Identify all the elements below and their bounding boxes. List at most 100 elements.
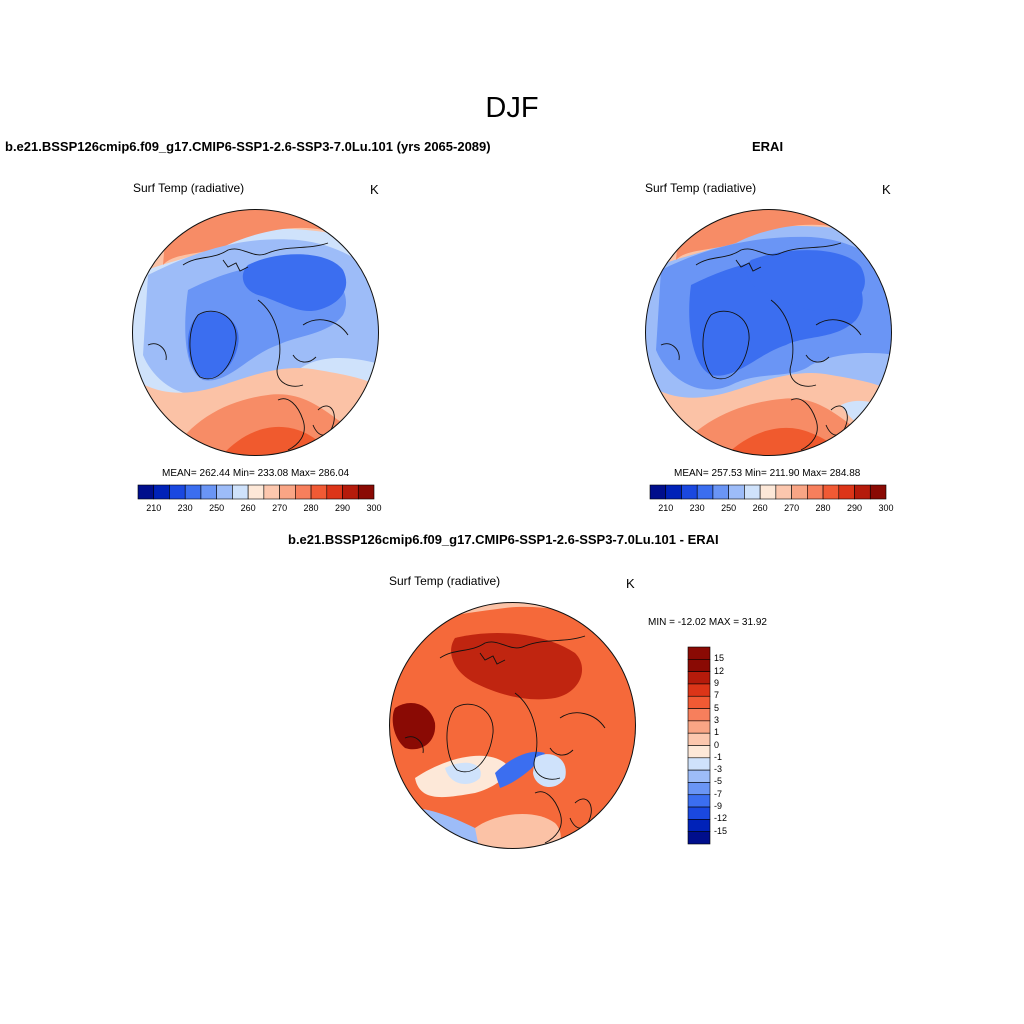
panel-3-coastlines — [404, 635, 606, 844]
colorbar-tick-label: 260 — [752, 503, 768, 513]
panel-3-colorbar-ticks: 15 12 9 7 5 3 1 0 -1 -3 -5 -7 -9 -12 -15 — [714, 647, 754, 844]
panel-1-map-border — [132, 209, 379, 456]
colorbar-swatch — [687, 671, 711, 685]
colorbar-swatch — [687, 683, 711, 697]
colorbar-tick-label: 300 — [366, 503, 382, 513]
colorbar-swatch — [263, 484, 280, 500]
panel-3-arctic-warm — [451, 633, 583, 700]
colorbar-tick-label: -7 — [714, 788, 723, 799]
colorbar-swatch — [153, 484, 170, 500]
panel-1-coastlines — [147, 242, 349, 451]
colorbar-tick-label: -3 — [714, 764, 723, 775]
colorbar-swatch — [687, 806, 711, 820]
colorbar-swatch — [687, 708, 711, 722]
colorbar-tick-label: 280 — [815, 503, 831, 513]
panel-3-variable: Surf Temp (radiative) — [389, 574, 501, 588]
colorbar-swatch — [687, 819, 711, 832]
colorbar-tick-label: 230 — [177, 503, 193, 513]
panel-3-cool-strip — [495, 751, 545, 788]
colorbar-swatch — [687, 659, 711, 672]
panel-2-variable: Surf Temp (radiative) — [645, 181, 757, 195]
colorbar-swatch — [759, 484, 777, 500]
panel-1-variable: Surf Temp (radiative) — [133, 181, 245, 195]
colorbar-swatch — [791, 484, 808, 500]
colorbar-tick-label: 230 — [689, 503, 705, 513]
panel-3-units: K — [626, 576, 635, 591]
colorbar-swatch — [728, 484, 745, 500]
colorbar-tick-label: -5 — [714, 776, 723, 787]
colorbar-swatch — [681, 484, 698, 500]
colorbar-tick-label: -1 — [714, 751, 723, 762]
colorbar-swatch — [696, 484, 714, 500]
colorbar-swatch — [869, 484, 887, 500]
panel-2-colorbar-ticks: 210 230 250 260 270 280 290 300 — [650, 503, 893, 515]
colorbar-swatch — [247, 484, 265, 500]
colorbar-tick-label: -15 — [714, 825, 728, 836]
panel-3-max-warm — [392, 703, 436, 750]
colorbar-tick-label: 300 — [878, 503, 894, 513]
colorbar-tick-label: 270 — [784, 503, 800, 513]
colorbar-swatch — [169, 484, 186, 500]
panel-3-stats: MIN = -12.02 MAX = 31.92 — [648, 617, 767, 628]
colorbar-tick-label: 210 — [146, 503, 162, 513]
panel-3-map-border — [389, 602, 636, 849]
panel-3-map — [389, 602, 636, 849]
colorbar-swatch — [687, 720, 711, 734]
panel-2-units: K — [882, 182, 891, 197]
colorbar-swatch — [712, 484, 729, 500]
panel-1-colorbar — [137, 484, 375, 500]
colorbar-swatch — [687, 732, 711, 746]
panel-2-coastlines — [660, 242, 862, 451]
colorbar-tick-label: 3 — [714, 714, 720, 725]
panel-3-colorbar — [687, 646, 711, 845]
panel-3-cool-patch — [445, 762, 481, 784]
colorbar-swatch — [807, 484, 824, 500]
colorbar-tick-label: 5 — [714, 702, 720, 713]
colorbar-swatch — [342, 484, 359, 500]
panel-1-title: b.e21.BSSP126cmip6.f09_g17.CMIP6-SSP1-2.… — [5, 139, 491, 154]
panel-1-siberia — [242, 254, 347, 312]
colorbar-swatch — [687, 782, 711, 796]
colorbar-swatch — [200, 484, 217, 500]
colorbar-tick-label: -12 — [714, 813, 728, 824]
colorbar-swatch — [649, 484, 667, 500]
colorbar-swatch — [184, 484, 202, 500]
panel-2-map-border — [645, 209, 892, 456]
colorbar-tick-label: 1 — [714, 727, 720, 738]
panel-2-stats: MEAN= 257.53 Min= 211.90 Max= 284.88 — [674, 468, 861, 479]
colorbar-swatch — [687, 794, 711, 808]
colorbar-swatch — [357, 484, 375, 500]
colorbar-swatch — [279, 484, 296, 500]
colorbar-swatch — [216, 484, 233, 500]
colorbar-swatch — [310, 484, 328, 500]
panel-1-greenland — [187, 311, 239, 379]
colorbar-tick-label: 210 — [658, 503, 674, 513]
colorbar-tick-label: 9 — [714, 677, 720, 688]
figure-title: DJF — [485, 92, 539, 124]
colorbar-tick-label: 290 — [847, 503, 863, 513]
colorbar-swatch — [295, 484, 312, 500]
colorbar-swatch — [822, 484, 840, 500]
colorbar-swatch — [854, 484, 871, 500]
colorbar-tick-label: -9 — [714, 801, 723, 812]
colorbar-swatch — [326, 484, 343, 500]
colorbar-tick-label: 15 — [714, 653, 725, 664]
colorbar-swatch — [744, 484, 761, 500]
panel-1-map — [132, 209, 379, 456]
panel-2-siberia — [746, 250, 865, 312]
colorbar-swatch — [687, 745, 711, 759]
colorbar-swatch — [232, 484, 249, 500]
colorbar-swatch — [687, 695, 711, 709]
colorbar-swatch — [137, 484, 155, 500]
colorbar-tick-label: 280 — [303, 503, 319, 513]
panel-1-colorbar-ticks: 210 230 250 260 270 280 290 300 — [138, 503, 381, 515]
colorbar-swatch — [687, 769, 711, 783]
colorbar-swatch — [687, 757, 711, 771]
colorbar-swatch — [687, 831, 711, 845]
panel-3-south-light — [475, 813, 561, 849]
colorbar-swatch — [687, 646, 711, 660]
panel-3-title: b.e21.BSSP126cmip6.f09_g17.CMIP6-SSP1-2.… — [288, 532, 719, 547]
panel-1-stats: MEAN= 262.44 Min= 233.08 Max= 286.04 — [162, 468, 350, 479]
panel-2-title: ERAI — [752, 139, 784, 154]
colorbar-tick-label: 260 — [240, 503, 256, 513]
